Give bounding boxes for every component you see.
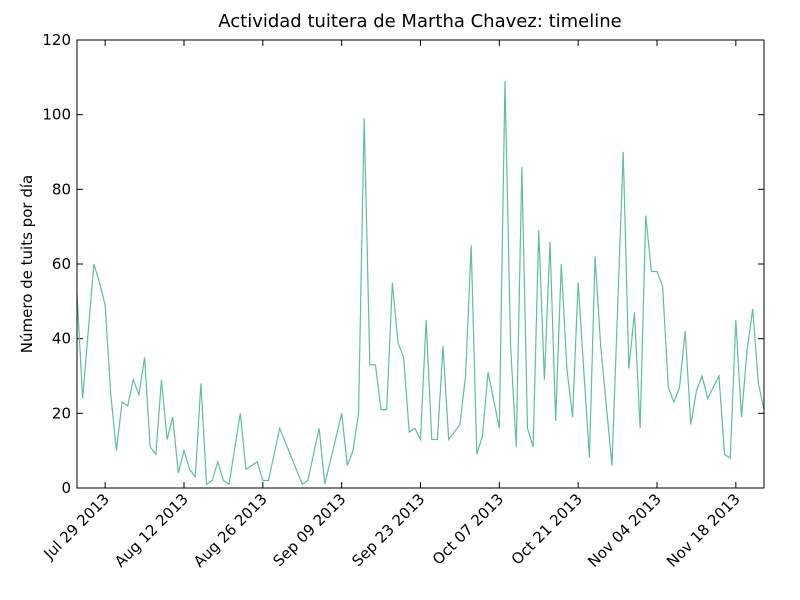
data-line: [76, 81, 765, 486]
x-tick-label: Nov 04 2013: [584, 490, 665, 571]
x-tick-label: Jul 29 2013: [40, 490, 113, 563]
y-tick-label: 120: [42, 31, 71, 49]
y-tick-label: 80: [52, 180, 71, 198]
y-tick-label: 100: [42, 106, 71, 124]
y-tick-label: 60: [52, 255, 71, 273]
x-tick-label: Sep 09 2013: [270, 490, 350, 570]
chart-title: Actividad tuitera de Martha Chavez: time…: [218, 11, 621, 32]
y-tick-label: 0: [61, 479, 71, 497]
x-tick-label: Oct 07 2013: [429, 490, 507, 568]
y-tick-label: 40: [52, 330, 71, 348]
x-tick-label: Sep 23 2013: [348, 490, 428, 570]
x-tick-label: Nov 18 2013: [663, 490, 744, 571]
y-axis-label: Número de tuits por día: [18, 175, 36, 353]
x-tick-label: Oct 21 2013: [508, 490, 586, 568]
x-tick-label: Aug 26 2013: [190, 490, 271, 571]
y-tick-label: 20: [52, 404, 71, 422]
plot-frame: [76, 39, 765, 489]
x-tick-label: Aug 12 2013: [111, 490, 192, 571]
